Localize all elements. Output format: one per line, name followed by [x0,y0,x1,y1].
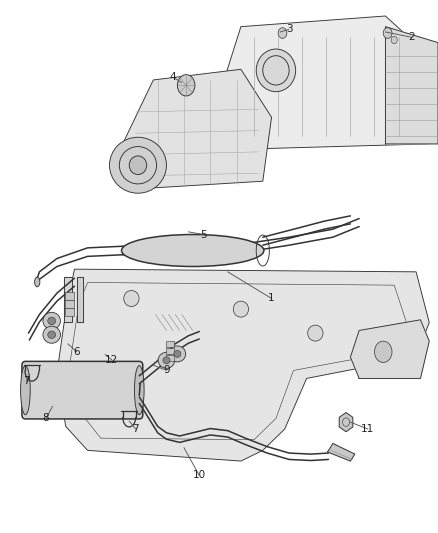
Polygon shape [123,69,272,189]
Ellipse shape [307,325,323,341]
Ellipse shape [43,312,60,329]
Text: 11: 11 [361,424,374,434]
Circle shape [278,28,287,38]
Polygon shape [77,277,83,322]
Ellipse shape [163,357,170,364]
Ellipse shape [48,331,56,338]
Ellipse shape [110,137,166,193]
Text: 10: 10 [193,471,206,480]
Bar [65,300,74,308]
Text: 5: 5 [200,230,207,239]
Polygon shape [57,269,429,461]
Bar [166,341,174,347]
Ellipse shape [21,366,30,415]
Circle shape [391,36,397,44]
Ellipse shape [169,346,186,362]
Ellipse shape [121,235,264,266]
Ellipse shape [124,290,139,306]
Ellipse shape [35,277,40,287]
Circle shape [383,28,392,38]
Text: 7: 7 [23,376,30,386]
FancyBboxPatch shape [22,361,143,419]
Polygon shape [64,277,72,322]
Text: 4: 4 [170,72,177,82]
Ellipse shape [43,326,60,343]
Bar [166,348,174,354]
Text: 9: 9 [163,366,170,375]
Ellipse shape [158,352,175,368]
Ellipse shape [233,301,249,317]
Polygon shape [350,320,429,378]
Ellipse shape [374,341,392,362]
Text: 3: 3 [286,25,293,34]
Ellipse shape [174,351,181,357]
Polygon shape [385,27,438,144]
Text: 6: 6 [73,347,80,357]
Ellipse shape [256,49,296,92]
Polygon shape [219,16,438,149]
Ellipse shape [48,317,56,325]
Bar [166,355,174,361]
Ellipse shape [134,366,144,415]
Text: 7: 7 [132,424,139,434]
Text: 12: 12 [105,355,118,365]
Bar [65,308,74,316]
Text: 2: 2 [408,33,415,42]
Text: 1: 1 [268,294,275,303]
Text: 8: 8 [42,414,49,423]
Ellipse shape [129,156,147,175]
Polygon shape [339,413,353,432]
Ellipse shape [177,75,195,96]
Bar [65,292,74,300]
Polygon shape [328,443,355,461]
